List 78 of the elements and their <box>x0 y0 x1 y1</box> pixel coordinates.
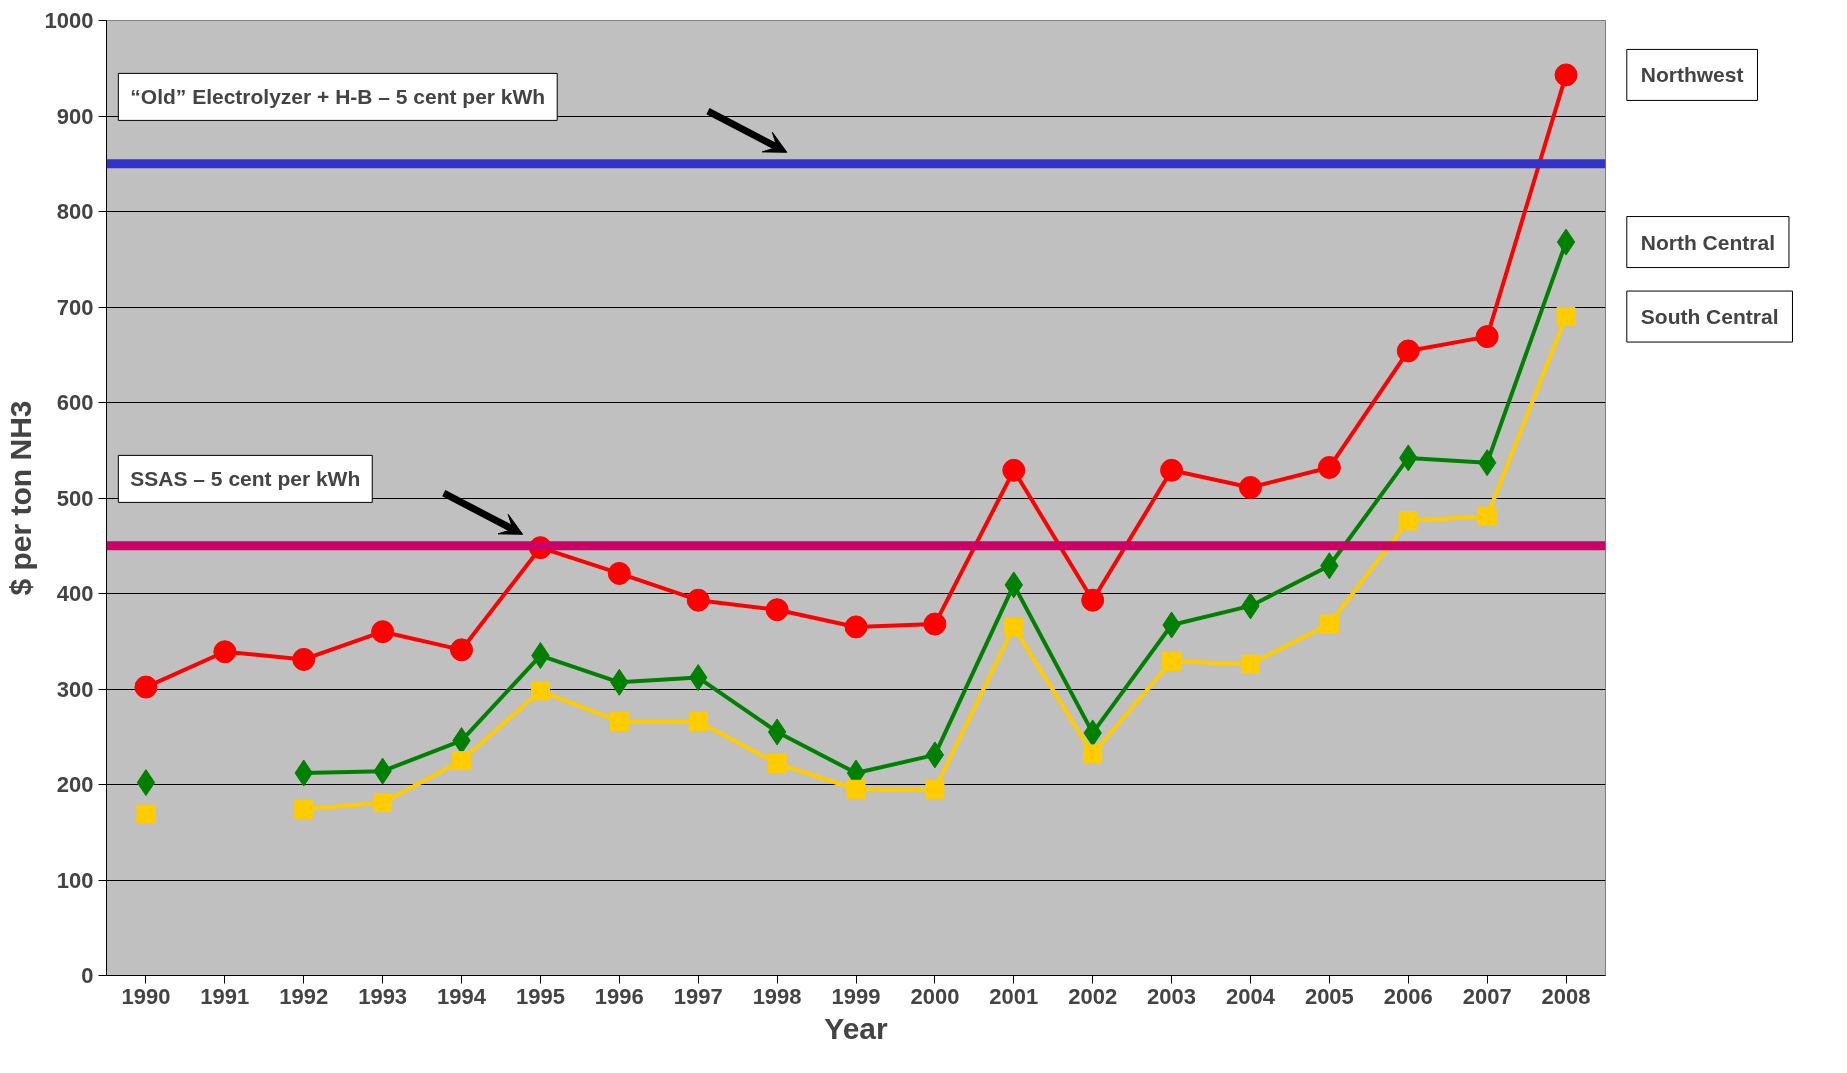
point <box>373 793 393 813</box>
x-tick-label: 2001 <box>989 983 1039 1009</box>
x-tick-label: 1997 <box>673 983 723 1009</box>
point <box>1160 458 1184 482</box>
point <box>1240 654 1260 674</box>
point <box>1081 588 1105 612</box>
point <box>136 804 156 824</box>
point <box>1002 458 1026 482</box>
point <box>1475 325 1499 349</box>
point <box>1162 651 1182 671</box>
point <box>136 769 156 797</box>
point <box>1556 307 1576 327</box>
x-tick-label: 1990 <box>121 983 171 1009</box>
point <box>1554 63 1578 87</box>
point <box>452 751 472 771</box>
point <box>688 711 708 731</box>
x-tick-label: 1993 <box>358 983 408 1009</box>
point <box>1317 455 1341 479</box>
ref-line-label: SSAS – 5 cent per kWh <box>130 467 361 491</box>
y-tick-label: 200 <box>56 772 94 797</box>
point <box>765 598 789 622</box>
x-tick-label: 1998 <box>752 983 802 1009</box>
x-tick-label: 2008 <box>1541 983 1591 1009</box>
text: North Central <box>1640 230 1775 254</box>
point <box>1004 617 1024 637</box>
point <box>767 718 787 746</box>
point <box>609 711 629 731</box>
y-tick-label: 400 <box>56 581 94 606</box>
point <box>925 779 945 799</box>
x-tick-label: 1991 <box>200 983 250 1009</box>
point <box>925 741 945 769</box>
ref-line-label: “Old” Electrolyzer + H-B – 5 cent per kWh <box>130 85 546 109</box>
y-tick-label: 600 <box>56 390 94 415</box>
point <box>292 647 316 671</box>
point <box>686 588 710 612</box>
x-tick-label: 2004 <box>1226 983 1276 1009</box>
x-tick-label: 2000 <box>910 983 960 1009</box>
point <box>1396 339 1420 363</box>
x-tick-label: 1992 <box>279 983 329 1009</box>
y-axis-title: $ per ton NH3 <box>3 400 37 596</box>
point <box>294 799 314 819</box>
point <box>607 561 631 585</box>
point <box>213 640 237 664</box>
text: South Central <box>1640 305 1779 329</box>
y-tick-label: 500 <box>56 485 94 511</box>
y-tick-label: 700 <box>56 294 94 320</box>
x-tick-label: 2007 <box>1462 983 1512 1009</box>
y-tick-label: 100 <box>56 867 94 893</box>
point <box>1083 744 1103 764</box>
point <box>1398 511 1418 531</box>
x-tick-label: 2002 <box>1068 983 1118 1009</box>
point <box>1556 228 1576 256</box>
x-tick-label: 2003 <box>1147 983 1197 1009</box>
x-axis-title: Year <box>824 1011 889 1045</box>
x-tick-label: 2006 <box>1383 983 1433 1009</box>
point <box>1238 476 1262 499</box>
point <box>450 638 474 662</box>
text: Northwest <box>1640 63 1744 87</box>
point <box>1477 449 1497 477</box>
point <box>134 675 158 699</box>
x-tick-label: 1994 <box>437 983 487 1009</box>
point <box>1319 614 1339 634</box>
x-tick-label: 1996 <box>594 983 644 1009</box>
point <box>371 620 395 644</box>
y-tick-label: 1000 <box>44 8 94 33</box>
x-tick-label: 1995 <box>515 983 565 1009</box>
point <box>846 779 866 799</box>
y-tick-label: 800 <box>56 199 94 224</box>
point <box>767 753 787 773</box>
point <box>923 612 947 636</box>
y-tick-label: 300 <box>56 676 94 702</box>
y-tick-label: 0 <box>81 963 94 988</box>
point <box>844 615 868 639</box>
point <box>530 681 550 701</box>
x-tick-label: 2005 <box>1304 983 1354 1009</box>
x-tick-label: 1999 <box>831 983 881 1009</box>
y-tick-label: 900 <box>56 103 94 129</box>
point <box>1477 506 1497 526</box>
